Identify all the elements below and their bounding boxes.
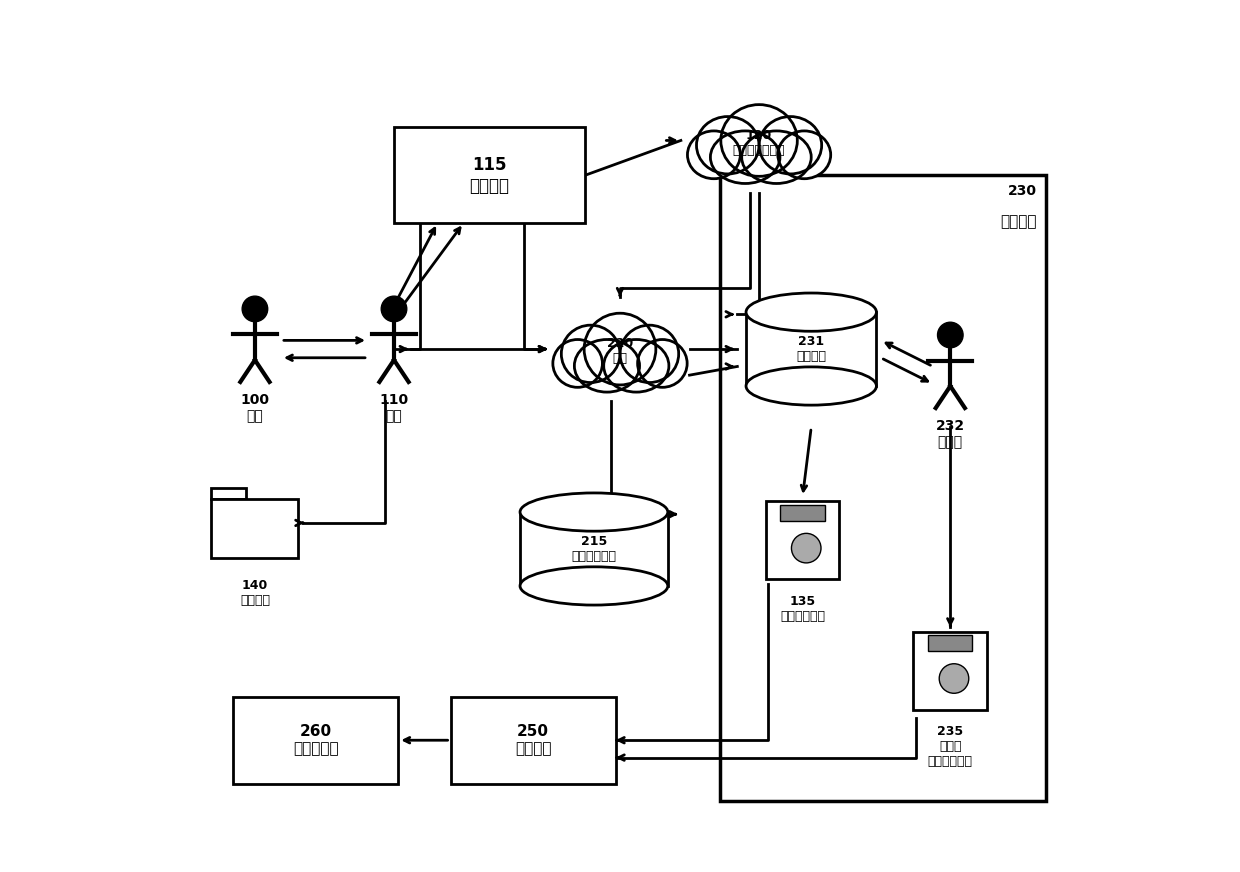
Ellipse shape (711, 131, 780, 183)
Text: 110
医生: 110 医生 (379, 393, 408, 423)
FancyBboxPatch shape (765, 501, 839, 579)
FancyBboxPatch shape (780, 505, 825, 521)
Ellipse shape (742, 131, 811, 183)
Ellipse shape (687, 131, 740, 179)
Text: 135
电子医疗记录: 135 电子医疗记录 (780, 595, 825, 623)
FancyBboxPatch shape (394, 127, 585, 223)
Text: 100
病员: 100 病员 (241, 393, 269, 423)
Text: 235
结构化
电子医疗记录: 235 结构化 电子医疗记录 (928, 726, 973, 768)
FancyBboxPatch shape (212, 488, 247, 499)
Text: 230: 230 (1008, 184, 1037, 198)
Ellipse shape (697, 117, 759, 174)
Circle shape (381, 296, 407, 322)
FancyBboxPatch shape (212, 499, 299, 558)
Text: 115
门诊医生: 115 门诊医生 (470, 156, 510, 194)
Text: 140
纸张图表: 140 纸张图表 (239, 578, 270, 607)
Circle shape (242, 296, 268, 322)
Ellipse shape (746, 367, 877, 405)
Text: 260
产业消费者: 260 产业消费者 (293, 724, 339, 756)
Text: 231
存储设备: 231 存储设备 (796, 335, 826, 363)
Ellipse shape (520, 567, 668, 605)
Text: 120
公共交换电话网: 120 公共交换电话网 (733, 129, 785, 157)
Ellipse shape (759, 117, 822, 174)
FancyBboxPatch shape (720, 175, 1045, 801)
Ellipse shape (584, 313, 656, 385)
Circle shape (937, 323, 963, 348)
Ellipse shape (520, 493, 668, 531)
Circle shape (791, 534, 821, 563)
Ellipse shape (574, 339, 640, 392)
Ellipse shape (620, 325, 678, 383)
FancyBboxPatch shape (450, 697, 615, 784)
FancyBboxPatch shape (914, 631, 987, 710)
FancyBboxPatch shape (746, 312, 877, 386)
Text: 220
网络: 220 网络 (606, 337, 634, 365)
FancyBboxPatch shape (233, 697, 398, 784)
Ellipse shape (604, 339, 668, 392)
FancyBboxPatch shape (928, 636, 972, 651)
Ellipse shape (562, 325, 620, 383)
FancyBboxPatch shape (520, 512, 668, 586)
Ellipse shape (720, 105, 797, 176)
Text: 转录系统: 转录系统 (1001, 215, 1037, 229)
Text: 232
打字员: 232 打字员 (936, 419, 965, 449)
Circle shape (939, 664, 968, 693)
Text: 215
第三方数据库: 215 第三方数据库 (572, 535, 616, 563)
Text: 250
数据仓库: 250 数据仓库 (515, 724, 552, 756)
Ellipse shape (777, 131, 831, 179)
Ellipse shape (553, 339, 603, 387)
Ellipse shape (746, 293, 877, 331)
Ellipse shape (637, 339, 687, 387)
